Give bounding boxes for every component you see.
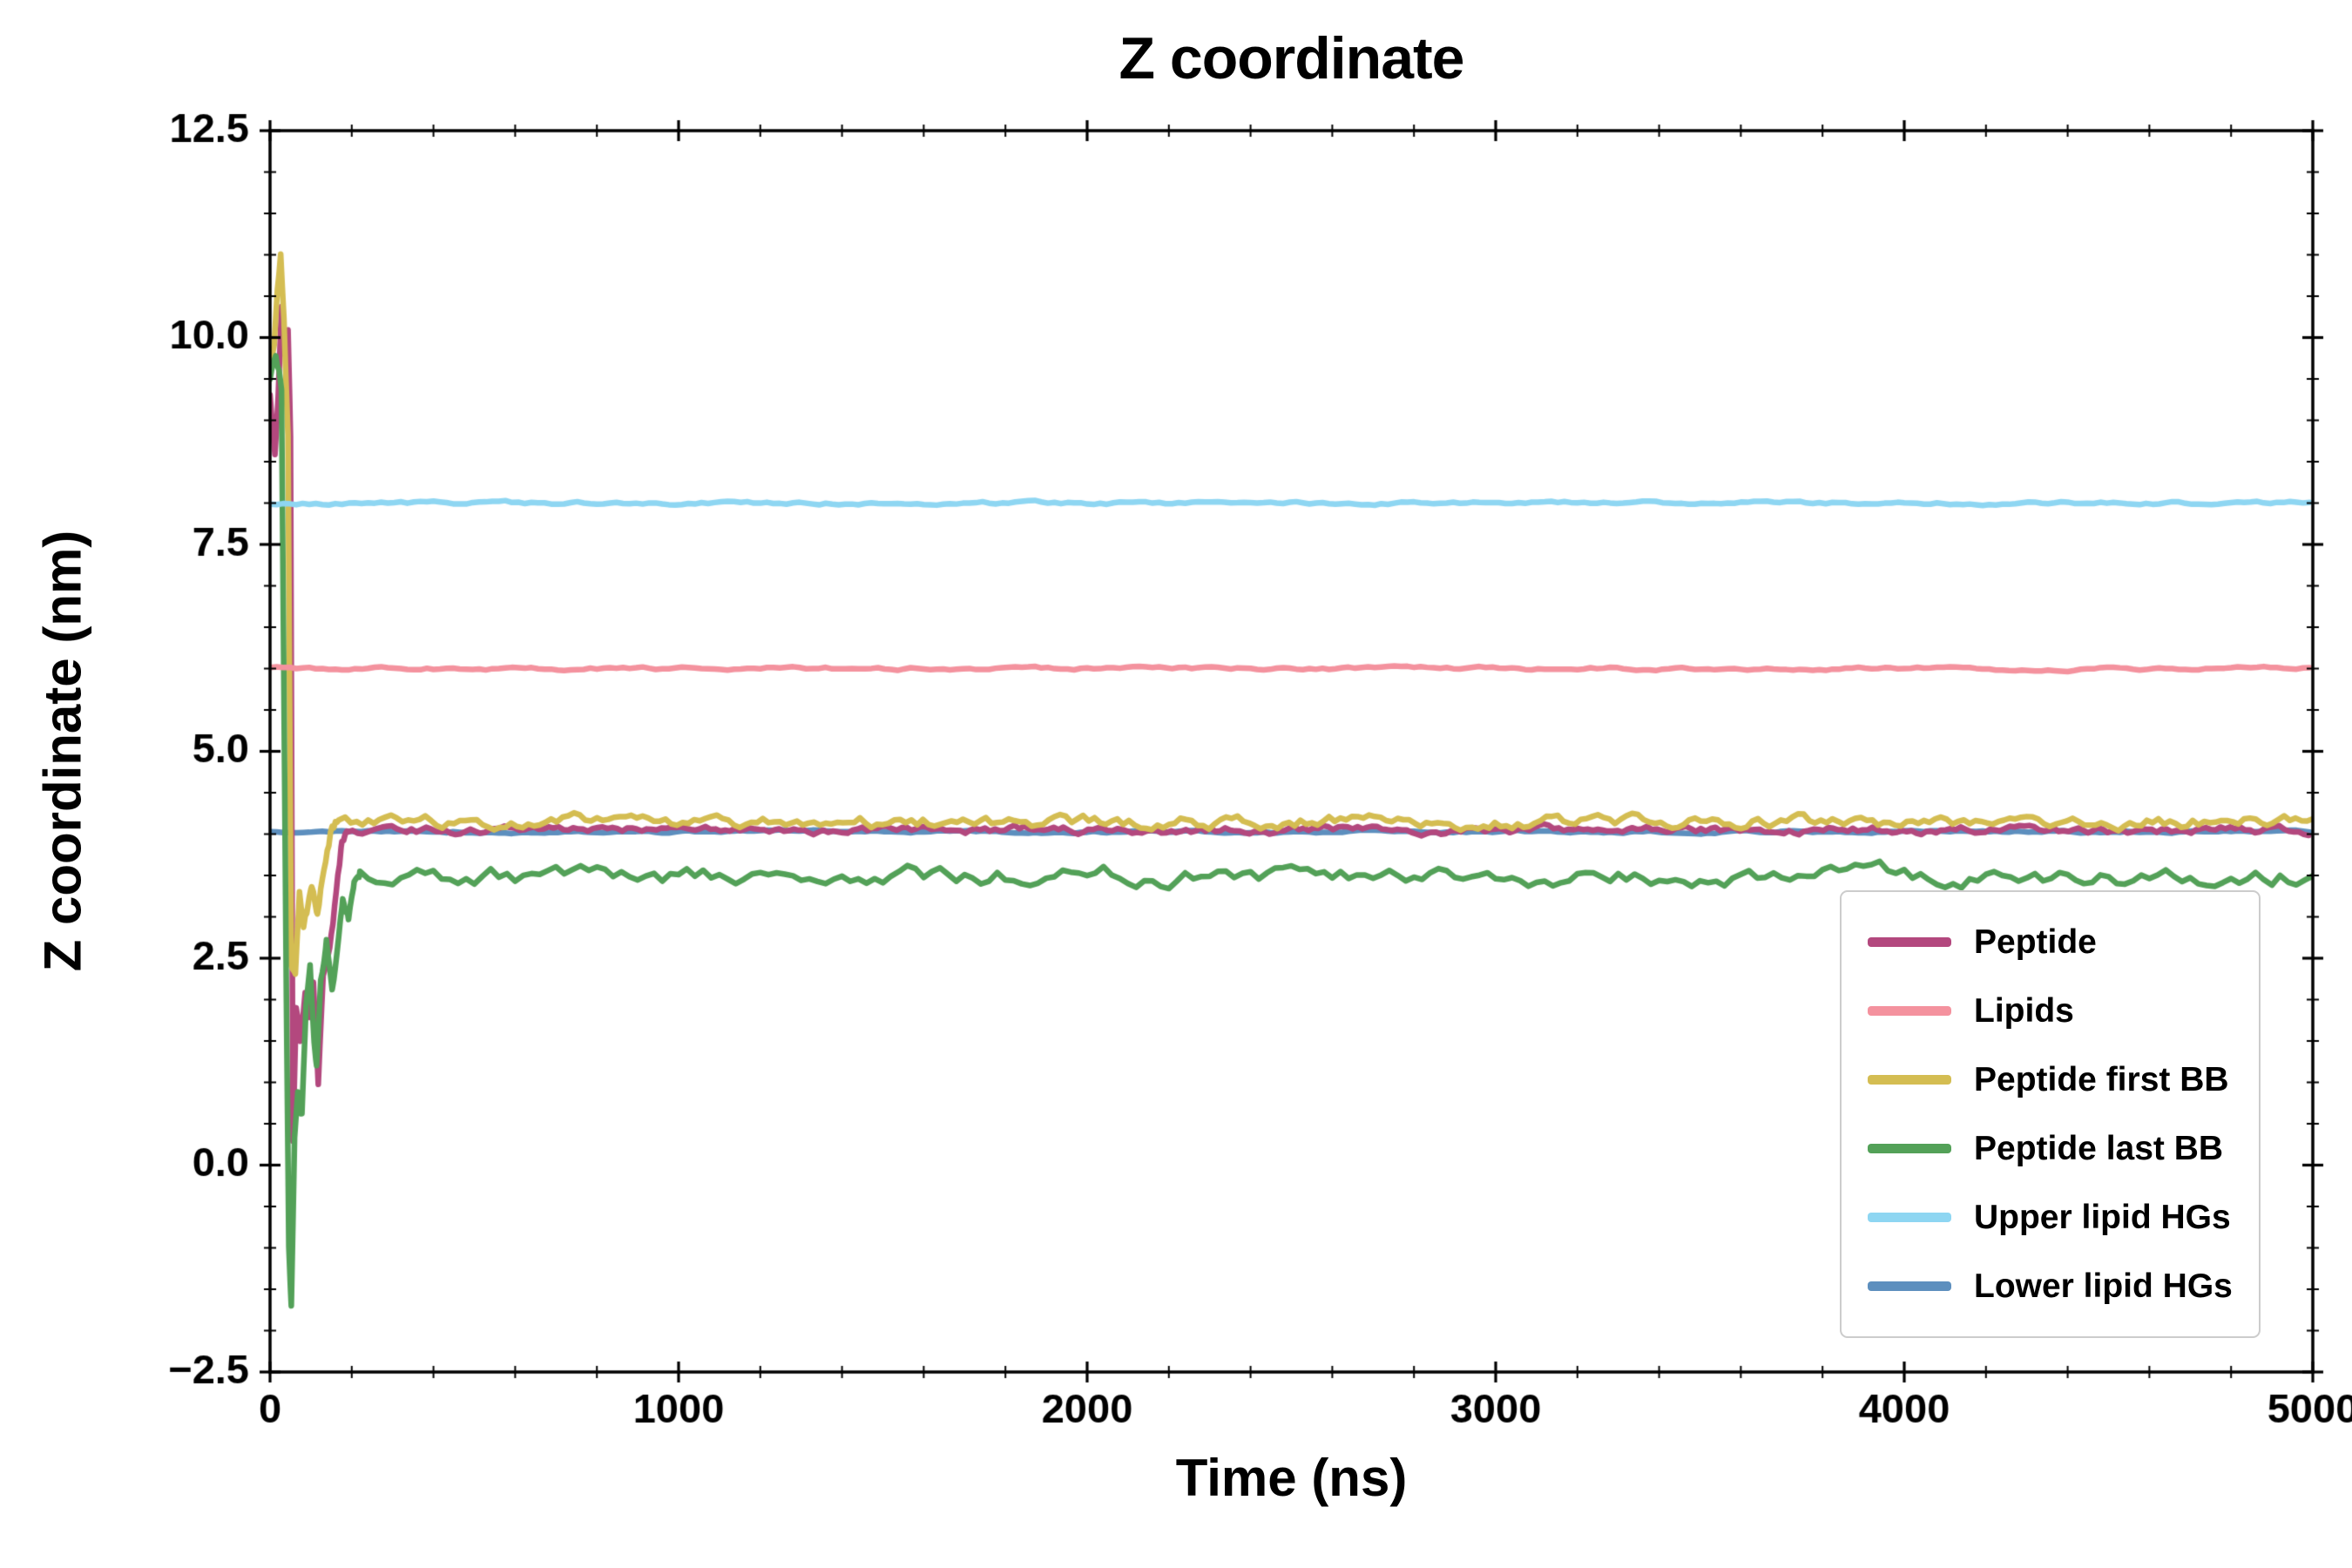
legend-label: Lower lipid HGs [1974,1267,2233,1305]
legend-label: Peptide last BB [1974,1129,2224,1167]
legend-swatch [1868,937,1951,947]
legend: Peptide Lipids Peptide first BB Peptide las… [1840,890,2261,1338]
y-axis-label: Z coordinate (nm) [33,530,92,972]
legend-item: Peptide first BB [1868,1045,2233,1114]
legend-label: Peptide [1974,923,2097,961]
legend-swatch [1868,1213,1951,1222]
legend-item: Upper lipid HGs [1868,1183,2233,1252]
legend-label: Lipids [1974,991,2074,1030]
x-axis-label: Time (ns) [1175,1449,1408,1507]
chart-title: Z coordinate [1119,25,1464,91]
legend-swatch [1868,1006,1951,1016]
legend-label: Upper lipid HGs [1974,1198,2231,1236]
legend-item: Peptide [1868,908,2233,977]
legend-label: Peptide first BB [1974,1060,2229,1098]
legend-item: Lipids [1868,977,2233,1045]
legend-swatch [1868,1075,1951,1085]
legend-item: Peptide last BB [1868,1114,2233,1183]
legend-item: Lower lipid HGs [1868,1252,2233,1321]
legend-swatch [1868,1281,1951,1291]
legend-swatch [1868,1144,1951,1153]
